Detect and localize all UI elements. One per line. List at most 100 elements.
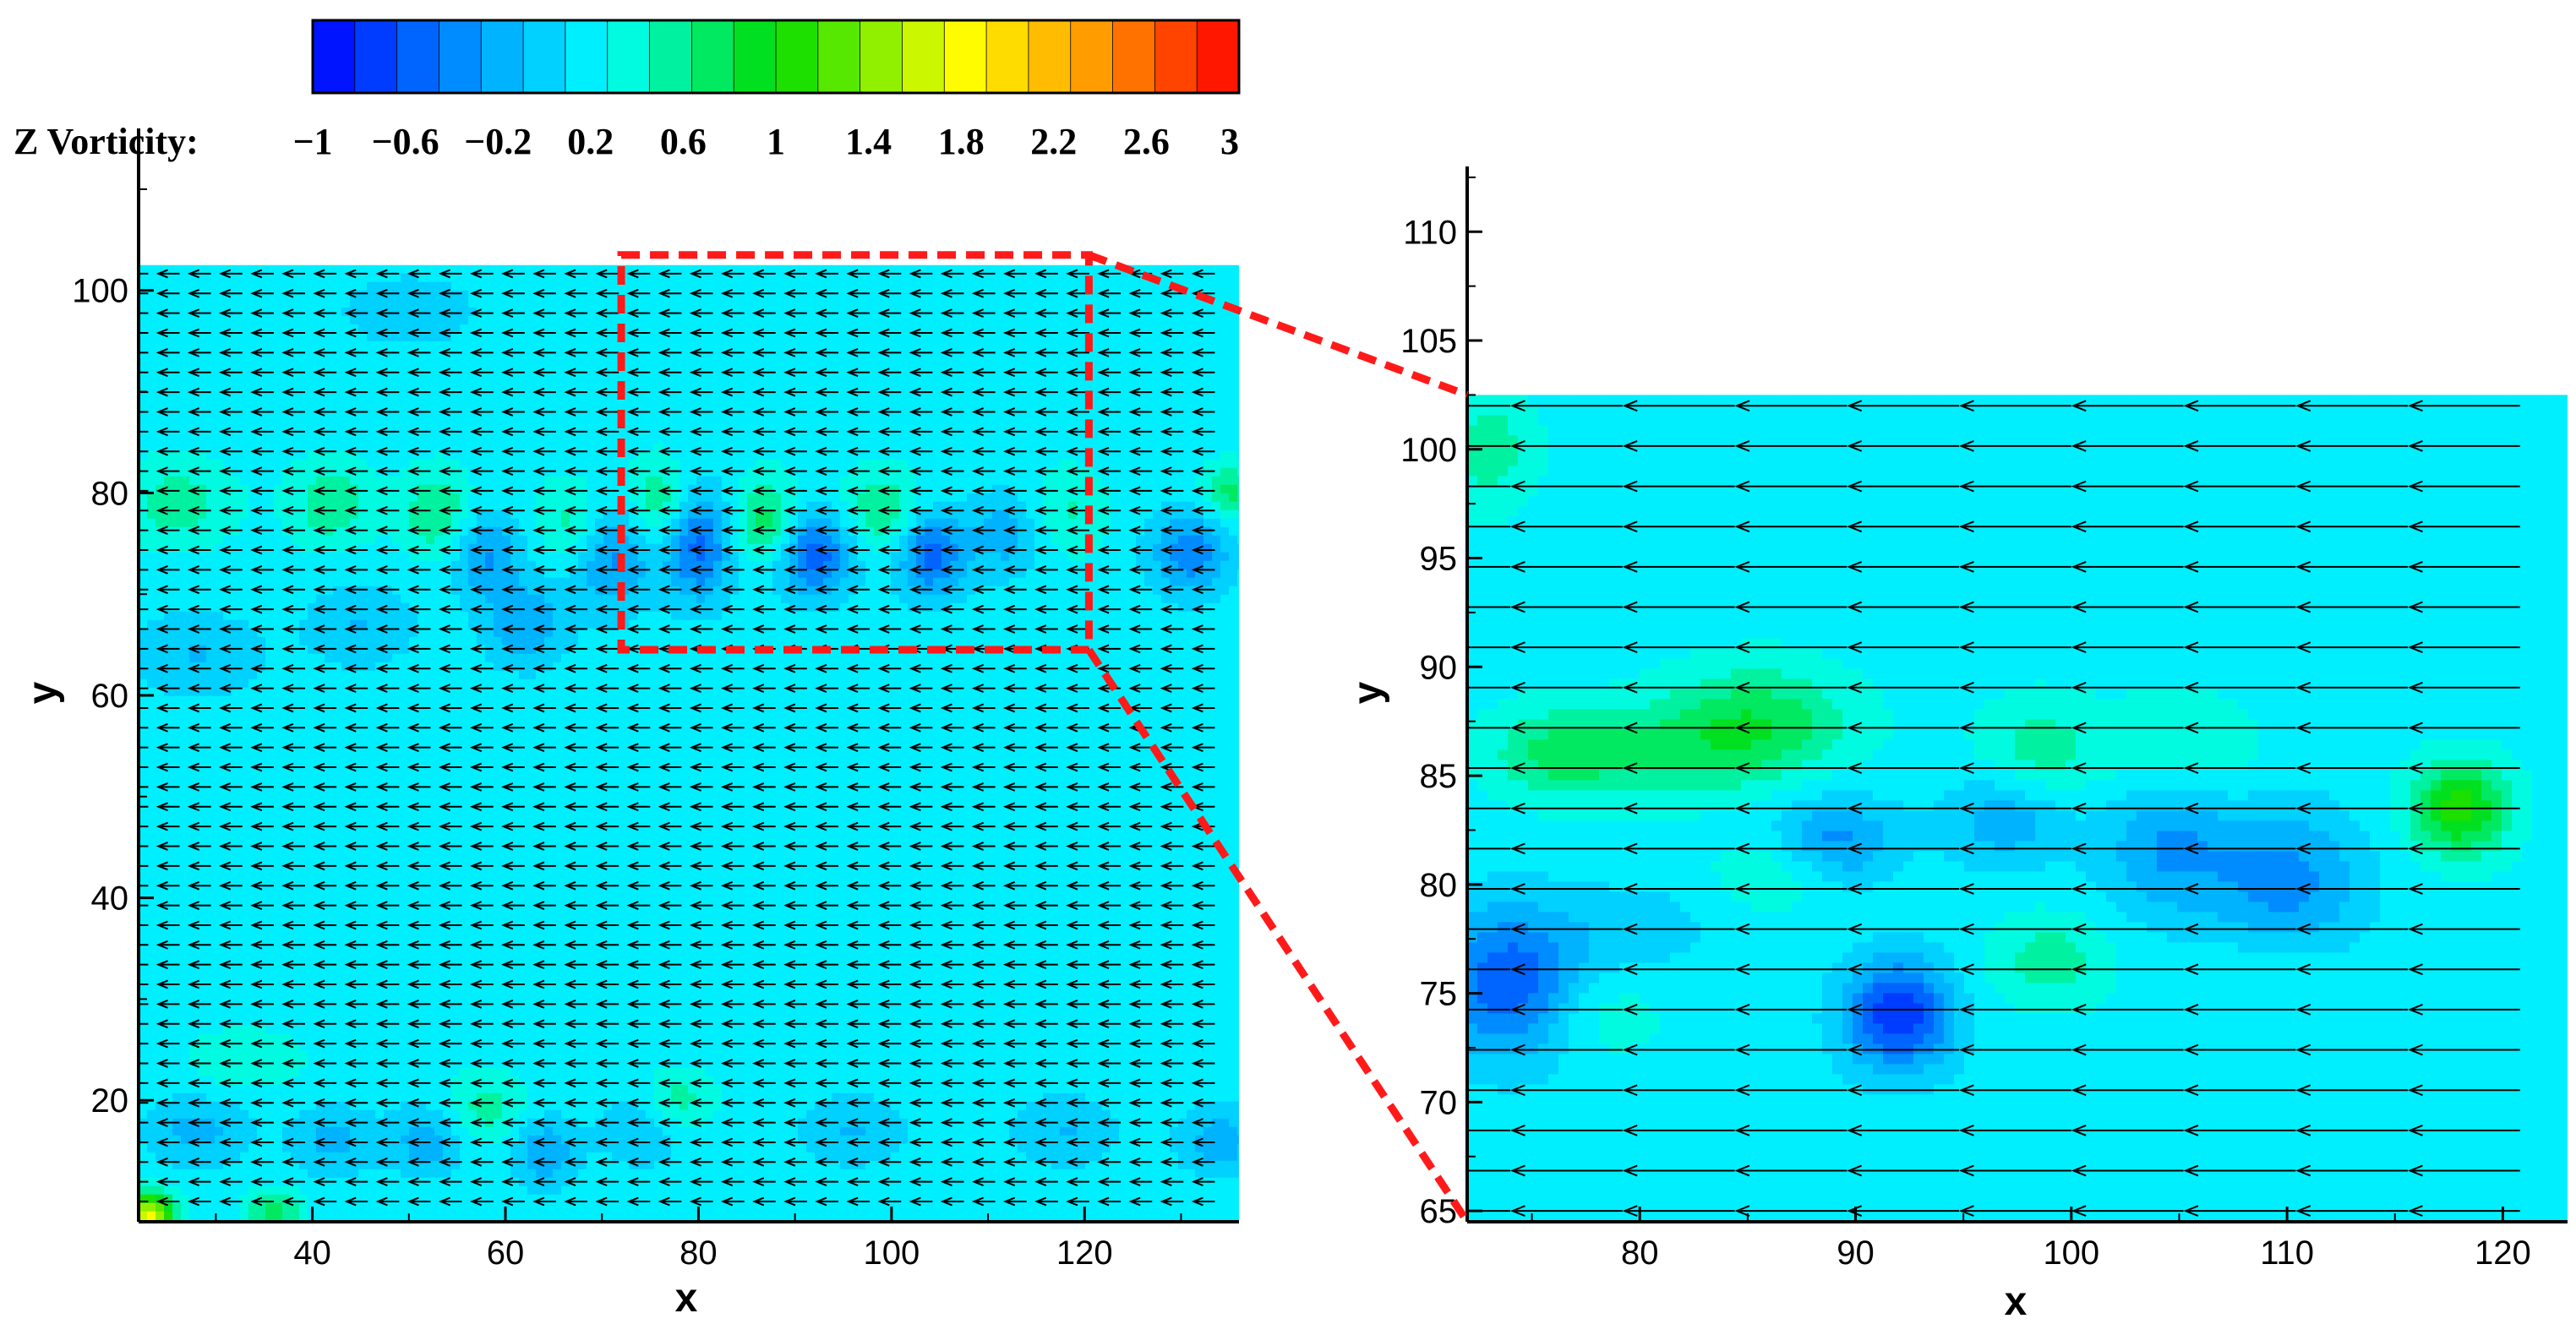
- velocity-vector-head: [1160, 1137, 1172, 1147]
- velocity-vector-head: [2295, 400, 2311, 412]
- velocity-vector-head: [532, 407, 545, 417]
- velocity-vector-head: [1191, 348, 1203, 357]
- velocity-vector-head: [501, 427, 514, 437]
- velocity-vector-head: [156, 842, 168, 851]
- velocity-vector-head: [1191, 624, 1203, 634]
- velocity-vector-head: [1622, 1124, 1638, 1136]
- y-tick-label: 95: [1420, 541, 1458, 578]
- velocity-vector-head: [815, 427, 827, 437]
- velocity-vector-head: [1034, 368, 1047, 378]
- velocity-vector-head: [846, 368, 859, 378]
- velocity-vector-head: [1847, 560, 1863, 573]
- velocity-vector-head: [971, 703, 985, 713]
- velocity-vector-head: [187, 920, 200, 930]
- velocity-vector-head: [909, 466, 921, 476]
- velocity-vector-head: [1066, 604, 1078, 614]
- velocity-vector-head: [751, 762, 765, 772]
- velocity-vector-head: [375, 821, 388, 831]
- velocity-vector-head: [971, 486, 985, 496]
- velocity-vector-head: [127, 526, 136, 534]
- velocity-vector-head: [187, 585, 200, 595]
- velocity-vector-head: [1066, 703, 1078, 713]
- velocity-vector-head: [2295, 802, 2311, 815]
- velocity-vector-head: [438, 446, 450, 456]
- velocity-vector-head: [815, 288, 827, 298]
- colorbar-tick-label: 2.6: [1123, 121, 1170, 162]
- velocity-vector-head: [751, 1059, 765, 1068]
- velocity-vector-head: [250, 604, 263, 614]
- velocity-vector-head: [783, 703, 796, 713]
- velocity-vector-head: [1034, 1137, 1047, 1147]
- velocity-vector-head: [501, 526, 514, 536]
- velocity-vector-head: [595, 821, 608, 831]
- velocity-vector-head: [783, 960, 796, 970]
- velocity-vector-head: [720, 604, 734, 614]
- velocity-vector-head: [501, 663, 514, 673]
- velocity-vector-head: [1128, 565, 1141, 575]
- velocity-vector-head: [658, 288, 670, 298]
- velocity-vector-head: [2183, 802, 2199, 815]
- velocity-vector-head: [909, 743, 921, 753]
- velocity-vector-head: [1002, 703, 1016, 713]
- velocity-vector-head: [877, 545, 890, 555]
- velocity-vector-head: [313, 1098, 325, 1108]
- velocity-vector-head: [877, 1118, 890, 1127]
- velocity-vector-head: [1509, 641, 1525, 653]
- velocity-vector-head: [532, 644, 545, 654]
- velocity-vector-head: [1066, 1196, 1078, 1207]
- velocity-vector-head: [595, 880, 608, 891]
- velocity-vector-head: [1160, 1157, 1172, 1167]
- velocity-vector-head: [407, 703, 419, 713]
- velocity-vector-head: [1622, 883, 1638, 895]
- velocity-vector-head: [971, 880, 985, 891]
- velocity-vector-head: [595, 901, 608, 910]
- velocity-vector-head: [783, 446, 796, 456]
- velocity-vector-head: [1128, 1118, 1141, 1127]
- velocity-vector-head: [438, 348, 450, 357]
- velocity-vector-head: [1097, 901, 1110, 910]
- velocity-vector-head: [1066, 821, 1078, 831]
- velocity-vector-head: [846, 722, 859, 733]
- velocity-vector-head: [846, 880, 859, 891]
- velocity-vector-head: [2295, 440, 2311, 452]
- velocity-vector-head: [1160, 644, 1172, 654]
- y-tick-label: 65: [1420, 1193, 1458, 1230]
- velocity-vector-head: [344, 505, 357, 515]
- velocity-vector-head: [532, 684, 545, 693]
- velocity-vector-head: [313, 288, 325, 298]
- velocity-vector-head: [846, 960, 859, 970]
- velocity-vector-head: [218, 1078, 232, 1088]
- colorbar-tick-label: 0.2: [567, 121, 614, 162]
- velocity-vector-head: [689, 269, 701, 279]
- velocity-vector-head: [187, 722, 200, 733]
- velocity-vector-head: [971, 604, 985, 614]
- velocity-vector-head: [720, 545, 734, 555]
- velocity-vector-head: [1622, 560, 1638, 573]
- velocity-vector-head: [1066, 526, 1078, 536]
- velocity-vector-head: [375, 545, 388, 555]
- velocity-vector-head: [250, 1177, 263, 1187]
- velocity-vector-head: [438, 1000, 450, 1009]
- velocity-vector-head: [877, 446, 890, 456]
- velocity-vector-head: [250, 782, 263, 792]
- velocity-vector-head: [127, 368, 136, 376]
- velocity-vector-head: [909, 802, 921, 812]
- velocity-vector-head: [658, 624, 670, 634]
- velocity-vector-head: [689, 762, 701, 772]
- velocity-vector-head: [1958, 480, 1974, 493]
- velocity-vector-head: [375, 604, 388, 614]
- velocity-vector-head: [658, 1118, 670, 1127]
- velocity-vector-head: [595, 1196, 608, 1207]
- velocity-vector-head: [1734, 1124, 1750, 1136]
- velocity-vector-head: [1034, 1196, 1047, 1207]
- velocity-vector-head: [626, 743, 639, 753]
- velocity-vector-head: [783, 545, 796, 555]
- velocity-vector-head: [532, 802, 545, 812]
- velocity-vector-head: [940, 722, 952, 733]
- velocity-vector-head: [940, 565, 952, 575]
- velocity-vector-head: [1400, 1045, 1413, 1055]
- velocity-vector-head: [658, 880, 670, 891]
- velocity-vector-head: [1034, 427, 1047, 437]
- velocity-vector-head: [469, 782, 483, 792]
- velocity-vector-head: [407, 782, 419, 792]
